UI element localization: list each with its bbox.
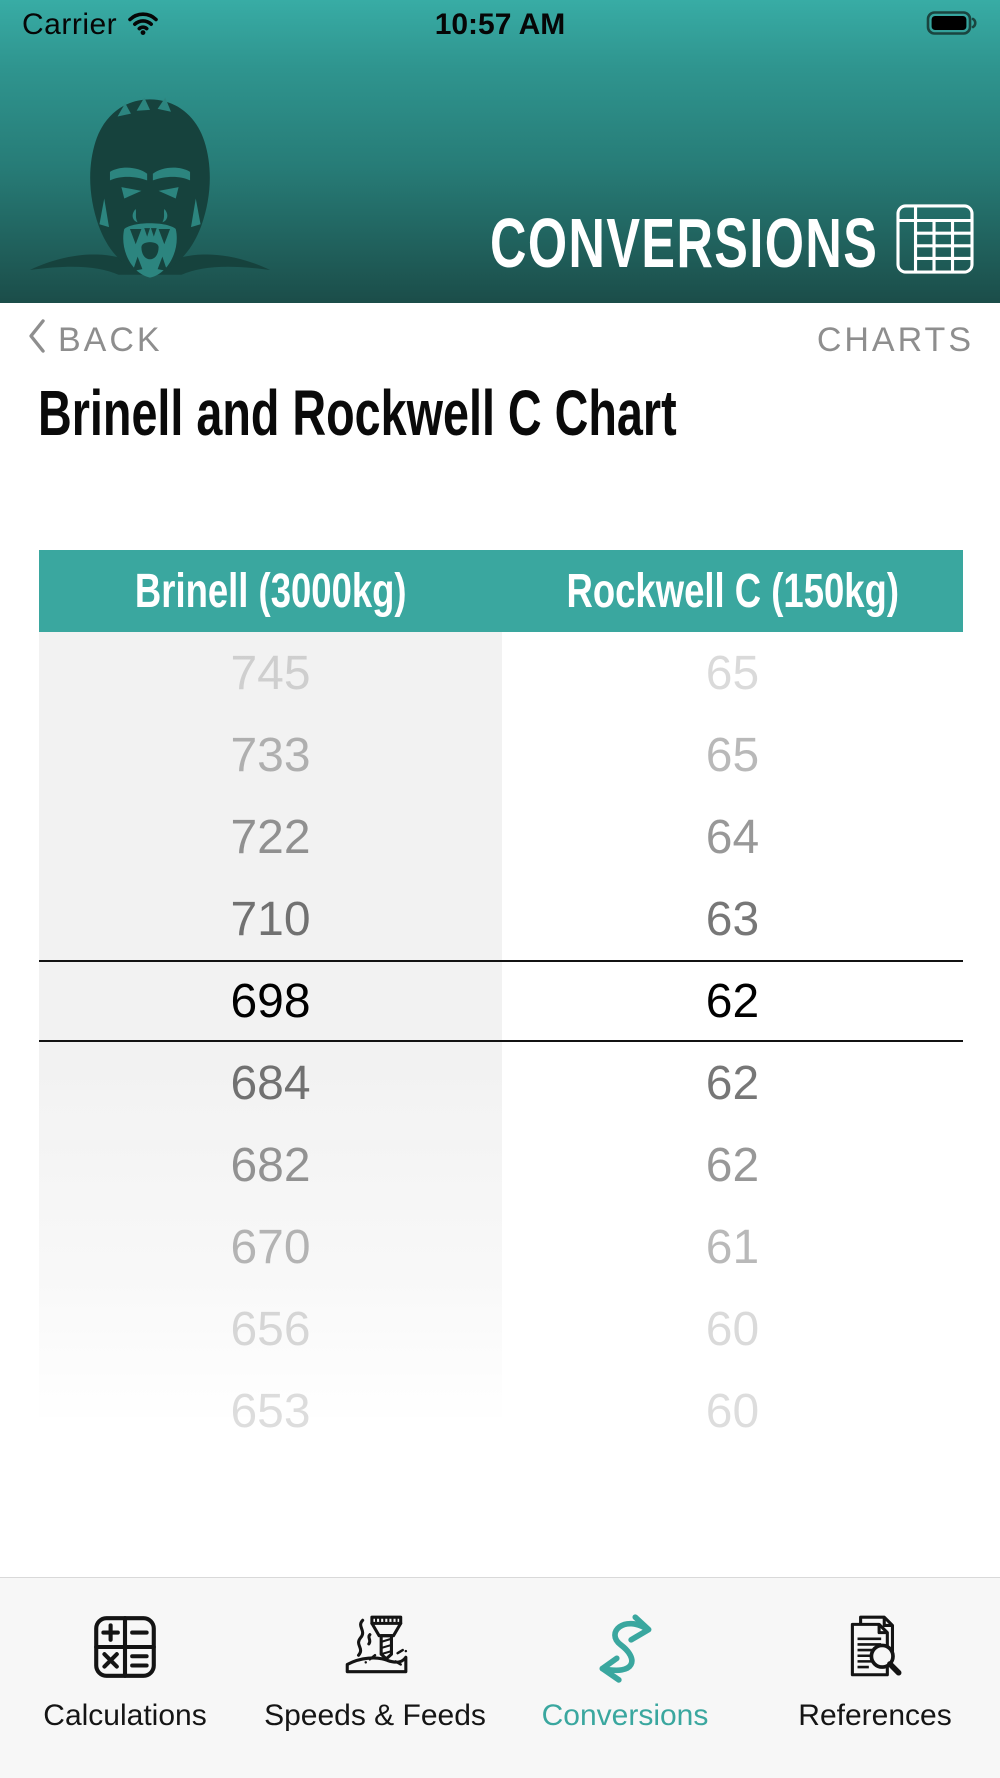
app-header: Carrier 10:57 AM xyxy=(0,0,1000,303)
spreadsheet-icon[interactable] xyxy=(894,202,976,281)
table-header: Brinell (3000kg) Rockwell C (150kg) xyxy=(39,550,963,632)
rockwell-value[interactable]: 60 xyxy=(705,1384,760,1438)
picker-row[interactable]: 670 61 xyxy=(39,1206,963,1288)
brinell-value[interactable]: 745 xyxy=(230,646,311,700)
rockwell-value[interactable]: 65 xyxy=(705,646,760,700)
tab-speeds-feeds[interactable]: Speeds & Feeds xyxy=(250,1578,500,1778)
brinell-value[interactable]: 733 xyxy=(230,728,311,782)
picker-row[interactable]: 653 60 xyxy=(39,1370,963,1452)
carrier-group: Carrier xyxy=(22,8,159,42)
rockwell-value[interactable]: 65 xyxy=(705,728,760,782)
status-bar: Carrier 10:57 AM xyxy=(0,0,1000,50)
rockwell-value[interactable]: 62 xyxy=(705,974,760,1028)
brinell-value[interactable]: 670 xyxy=(230,1220,311,1274)
picker-row-selected[interactable]: 698 62 xyxy=(39,960,963,1042)
battery-icon xyxy=(926,10,978,41)
column-header-brinell: Brinell (3000kg) xyxy=(134,564,407,618)
tab-bar: Calculations Speeds & Feed xyxy=(0,1577,1000,1778)
tab-references[interactable]: References xyxy=(750,1578,1000,1778)
brinell-value[interactable]: 698 xyxy=(230,974,311,1028)
gorilla-logo xyxy=(26,86,274,296)
brinell-value[interactable]: 684 xyxy=(230,1056,311,1110)
page-title: Brinell and Rockwell C Chart xyxy=(38,377,677,449)
charts-label: CHARTS xyxy=(816,320,974,359)
brinell-value[interactable]: 653 xyxy=(230,1384,311,1438)
back-chevron-icon xyxy=(26,317,48,364)
rockwell-value[interactable]: 61 xyxy=(705,1220,760,1274)
tab-conversions[interactable]: Conversions xyxy=(500,1578,750,1778)
tab-calculations[interactable]: Calculations xyxy=(0,1578,250,1778)
picker-row[interactable]: 722 64 xyxy=(39,796,963,878)
picker-row[interactable]: 733 65 xyxy=(39,714,963,796)
wifi-icon xyxy=(127,9,159,41)
swap-arrows-icon xyxy=(588,1610,662,1689)
conversion-table: Brinell (3000kg) Rockwell C (150kg) 745 6… xyxy=(39,550,963,1452)
picker-row[interactable]: 745 65 xyxy=(39,632,963,714)
rockwell-value[interactable]: 64 xyxy=(705,810,760,864)
status-time: 10:57 AM xyxy=(434,8,566,41)
navigation-row: BACK CHARTS xyxy=(0,316,1000,364)
back-button[interactable]: BACK xyxy=(26,317,163,364)
tab-label: Speeds & Feeds xyxy=(264,1699,486,1732)
picker-wheel[interactable]: 745 65 733 65 722 64 710 63 698 62 684 62 682 62 670 61… xyxy=(39,632,963,1452)
brinell-value[interactable]: 656 xyxy=(230,1302,311,1356)
column-header-rockwell: Rockwell C (150kg) xyxy=(566,564,899,618)
carrier-label: Carrier xyxy=(22,8,118,41)
documents-search-icon xyxy=(838,1610,912,1689)
picker-row[interactable]: 656 60 xyxy=(39,1288,963,1370)
tab-label: References xyxy=(798,1699,952,1732)
tab-label: Conversions xyxy=(541,1699,709,1732)
rockwell-value[interactable]: 60 xyxy=(705,1302,760,1356)
picker-row[interactable]: 710 63 xyxy=(39,878,963,960)
rockwell-value[interactable]: 62 xyxy=(705,1056,760,1110)
charts-button[interactable]: CHARTS xyxy=(817,321,974,360)
brinell-value[interactable]: 722 xyxy=(230,810,311,864)
brinell-value[interactable]: 682 xyxy=(230,1138,311,1192)
brinell-value[interactable]: 710 xyxy=(230,892,311,946)
page-header-title: CONVERSIONS xyxy=(489,204,878,282)
milling-tool-icon xyxy=(338,1610,412,1689)
picker-rows: 745 65 733 65 722 64 710 63 698 62 684 62 682 62 670 61… xyxy=(39,632,963,1452)
back-label: BACK xyxy=(58,320,163,359)
rockwell-value[interactable]: 62 xyxy=(705,1138,760,1192)
calculator-icon xyxy=(88,1610,162,1689)
picker-row[interactable]: 682 62 xyxy=(39,1124,963,1206)
picker-row[interactable]: 684 62 xyxy=(39,1042,963,1124)
rockwell-value[interactable]: 63 xyxy=(705,892,760,946)
tab-label: Calculations xyxy=(43,1699,207,1732)
